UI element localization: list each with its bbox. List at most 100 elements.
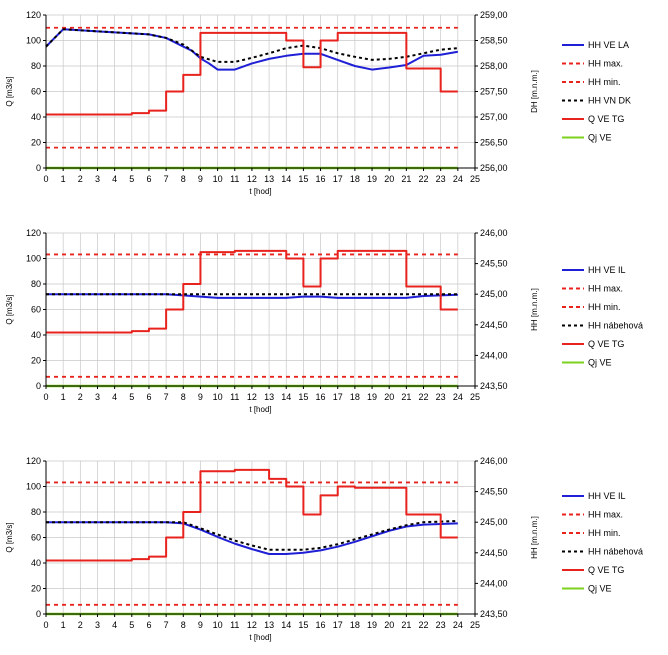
y-tick-label: 0 [36,381,41,391]
y2-axis-title: HH [m.n.m.] [530,288,539,331]
x-tick-label: 23 [436,620,446,630]
x-tick-label: 15 [298,620,308,630]
x-tick-label: 17 [333,392,343,402]
x-tick-label: 6 [146,174,151,184]
y-tick-label: 20 [31,138,41,148]
x-tick-label: 14 [281,620,291,630]
y2-tick-label: 243,50 [480,609,508,619]
legend-label-hh-ve-il: HH VE IL [588,491,626,501]
y2-tick-label: 245,00 [480,289,508,299]
x-tick-label: 20 [384,620,394,630]
x-tick-label: 24 [453,392,463,402]
x-tick-label: 13 [264,174,274,184]
series-line-q-ve-tg-5 [46,468,458,562]
x-tick-label: 0 [43,392,48,402]
x-tick-label: 5 [129,620,134,630]
x-tick-label: 7 [164,174,169,184]
legend-label-hh-vn-dk: HH VN DK [588,96,631,106]
x-tick-label: 12 [247,620,257,630]
x-tick-label: 16 [316,174,326,184]
x-tick-label: 2 [78,620,83,630]
x-tick-label: 19 [367,174,377,184]
x-tick-label: 1 [61,392,66,402]
y2-tick-label: 245,50 [480,259,508,269]
series-line-hh-nabehova-4 [46,519,458,551]
y2-tick-label: 244,50 [480,548,508,558]
x-tick-label: 21 [401,174,411,184]
x-tick-label: 10 [213,392,223,402]
x-axis-title: t [hod] [249,187,271,196]
x-tick-label: 9 [198,620,203,630]
legend: HH VE IL HH max. HH min. HH nábehová Q VE TG… [562,265,643,368]
x-tick-label: 16 [316,392,326,402]
x-tick-label: 25 [470,174,480,184]
x-tick-label: 24 [453,174,463,184]
x-tick-label: 21 [401,392,411,402]
y-tick-label: 120 [26,10,41,20]
x-tick-label: 4 [112,174,117,184]
x-tick-label: 15 [298,174,308,184]
legend-label-hh-ve-la: HH VE LA [588,40,629,50]
x-tick-label: 23 [436,174,446,184]
x-tick-label: 8 [181,620,186,630]
x-tick-label: 17 [333,174,343,184]
legend-label-hh-nabehova: HH nábehová [588,547,643,557]
x-tick-label: 16 [316,620,326,630]
x-tick-label: 22 [419,392,429,402]
y-tick-label: 100 [26,36,41,46]
x-tick-label: 11 [230,174,239,184]
x-tick-label: 4 [112,620,117,630]
legend-label-hh-min: HH min. [588,528,621,538]
legend-label-hh-max: HH max. [588,284,623,294]
x-tick-label: 12 [247,392,257,402]
x-tick-label: 5 [129,174,134,184]
y-axis-title: Q [m3/s] [5,294,14,324]
y-tick-label: 80 [31,279,41,289]
x-tick-label: 7 [164,392,169,402]
x-tick-label: 18 [350,620,360,630]
x-tick-label: 19 [367,392,377,402]
legend: HH VE IL HH max. HH min. HH nábehová Q VE TG… [562,491,643,594]
x-tick-label: 8 [181,392,186,402]
y2-tick-label: 257,50 [480,87,508,97]
y-tick-label: 0 [36,163,41,173]
legend-label-qj-ve: Qj VE [588,358,612,368]
x-tick-label: 11 [230,392,239,402]
x-tick-label: 15 [298,392,308,402]
y-tick-label: 40 [31,112,41,122]
y-axis-title: Q [m3/s] [5,76,14,106]
x-tick-label: 9 [198,174,203,184]
y-tick-label: 60 [31,533,41,543]
series-line-hh-ve-il-1 [46,521,458,556]
y2-tick-label: 244,00 [480,350,508,360]
y-tick-label: 60 [31,305,41,315]
y2-tick-label: 244,00 [480,578,508,588]
legend-label-hh-max: HH max. [588,59,623,69]
x-tick-label: 9 [198,392,203,402]
chart-panel-2: 0 1 2 3 4 5 6 7 8 9 10 11 12 13 14 15 16 17 18 19 20 21 22 23 24… [5,228,643,414]
y-axis-title: Q [m3/s] [5,522,14,552]
x-tick-label: 11 [230,620,239,630]
x-tick-label: 0 [43,174,48,184]
legend-label-hh-ve-il: HH VE IL [588,265,626,275]
x-tick-label: 3 [95,392,100,402]
x-tick-label: 25 [470,392,480,402]
y2-tick-label: 246,00 [480,456,508,466]
x-tick-label: 8 [181,174,186,184]
x-tick-label: 22 [419,174,429,184]
x-tick-label: 20 [384,392,394,402]
legend-label-hh-nabehova: HH nábehová [588,321,643,331]
series-line-q-ve-tg-5 [46,249,458,334]
x-tick-label: 6 [146,392,151,402]
legend-label-hh-min: HH min. [588,77,621,87]
x-tick-label: 25 [470,620,480,630]
legend: HH VE LA HH max. HH min. HH VN DK Q VE TG Qj … [562,40,631,143]
y2-tick-label: 256,00 [480,163,508,173]
y2-tick-label: 258,00 [480,61,508,71]
y-tick-label: 120 [26,456,41,466]
y-tick-label: 80 [31,61,41,71]
legend-label-q-ve-tg: Q VE TG [588,339,624,349]
y2-tick-label: 256,50 [480,138,508,148]
x-tick-label: 7 [164,620,169,630]
y2-tick-label: 245,00 [480,517,508,527]
